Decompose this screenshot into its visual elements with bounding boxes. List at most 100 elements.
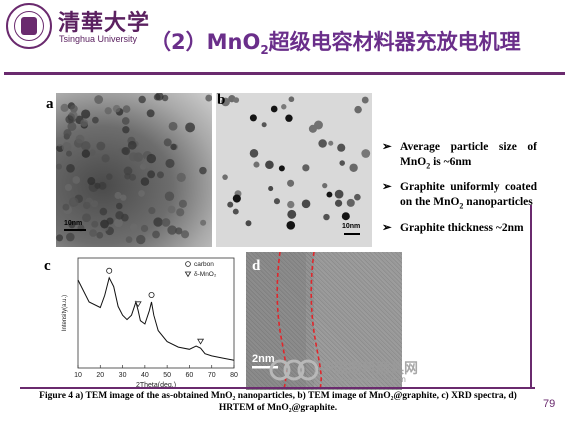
nanoparticle (155, 92, 164, 101)
nanoparticle (56, 234, 64, 242)
nanoparticle (121, 147, 129, 155)
nanoparticle (129, 223, 138, 232)
carbon-peak-marker (106, 267, 113, 274)
particle (354, 193, 361, 201)
nanoparticle (63, 129, 72, 138)
nanoparticle (64, 183, 73, 192)
particle (302, 164, 310, 172)
nanoparticle (82, 213, 91, 223)
particle (361, 96, 369, 104)
panel-label-a: a (46, 96, 54, 112)
mno2-peak-marker (197, 338, 205, 345)
nanoparticle (153, 217, 163, 227)
nanoparticle (178, 199, 187, 208)
bullet-subscript: 2 (426, 161, 431, 171)
bullet-tail: is ~6nm (430, 156, 472, 168)
logo-english-name: Tsinghua University (59, 34, 138, 44)
particle (354, 105, 362, 114)
nanoparticle (68, 221, 76, 229)
particle (249, 149, 259, 158)
particle (287, 179, 295, 187)
nanoparticle (99, 207, 108, 216)
particle (339, 160, 345, 166)
scale-label-b: 10nm (342, 223, 361, 230)
bullet-arrow-icon: ➢ (382, 221, 392, 234)
nanoparticle (91, 220, 99, 228)
university-seal-logo (6, 3, 52, 49)
watermark-logo: 中国磨料磨具网 www.abrasives.org.cn (268, 356, 438, 386)
nanoparticle (56, 163, 63, 170)
particle (349, 163, 358, 172)
nanoparticle (67, 122, 77, 131)
nanoparticle (121, 117, 130, 125)
xrd-series-line (77, 276, 235, 361)
bullet-arrow-icon: ➢ (382, 181, 392, 194)
particle (286, 220, 296, 230)
nanoparticle (66, 232, 75, 242)
nanoparticle (138, 95, 146, 104)
nanoparticle (89, 229, 97, 237)
nanoparticle (81, 109, 91, 119)
particle (334, 199, 343, 207)
hrtem-overlay (246, 251, 402, 391)
particle (270, 105, 278, 113)
scale-label-d: 2nm (252, 353, 275, 365)
nanoparticle (175, 227, 183, 235)
nanoparticle (125, 236, 133, 243)
nanoparticle (164, 191, 175, 201)
particle (322, 182, 328, 189)
scale-label-a: 10nm (64, 220, 83, 227)
nanoparticle (148, 207, 156, 215)
nanoparticle (60, 103, 69, 112)
xrd-chart: 10 20 30 40 50 60 70 80 2Theta(deg.) Intensity(a.… (62, 257, 238, 389)
nanoparticle (136, 234, 146, 245)
nanoparticle (92, 116, 99, 124)
x-tick-label: 10 (74, 372, 82, 379)
nanoparticle (127, 140, 137, 150)
nanoparticle (61, 142, 72, 152)
particle (287, 209, 297, 219)
nanoparticle (54, 137, 64, 147)
bullet-item: ➢ Average particle size of MnO2 is ~6nm (382, 140, 537, 173)
nanoparticle (75, 134, 85, 144)
bullet-item: ➢ Graphite uniformly coated on the MnO2 … (382, 180, 537, 213)
hrtem-image-panel-d: 2nm (246, 251, 402, 391)
particle (261, 122, 267, 128)
x-tick-label: 40 (141, 372, 149, 379)
nanoparticle (165, 158, 175, 168)
nanoparticle (146, 153, 157, 164)
nanoparticle (140, 224, 149, 233)
logo-chinese-name: 清華大学 (58, 10, 151, 36)
panel-label-c: c (44, 258, 51, 274)
nanoparticle (138, 190, 145, 197)
nanoparticle (98, 181, 107, 190)
nanoparticle (96, 141, 106, 151)
x-tick-label: 70 (208, 372, 216, 379)
nanoparticle (199, 166, 207, 175)
x-tick-label: 80 (230, 372, 238, 379)
nanoparticle (168, 121, 178, 131)
seal-inner-ring (14, 11, 44, 41)
particle (233, 97, 240, 103)
particle (232, 194, 241, 203)
right-vertical-rule (530, 205, 532, 387)
dispersed-particles (221, 95, 371, 230)
nanoparticle-cluster (54, 92, 213, 245)
nanoparticle (68, 197, 79, 207)
x-axis-label: 2Theta(deg.) (136, 382, 176, 389)
bullet-tail: nanoparticles (463, 196, 533, 209)
header-divider (4, 72, 565, 75)
nanoparticle (106, 217, 114, 225)
title-subscript: 2 (260, 43, 269, 58)
watermark-text: 中国磨料磨具网 (320, 361, 418, 377)
nanoparticle (140, 177, 150, 186)
slide-title: （2）MnO2超级电容材料器充放电机理 (150, 26, 521, 57)
bullet-text: Graphite thickness ~2nm (400, 221, 524, 234)
seal-core (21, 17, 37, 35)
carbon-peak-marker (148, 292, 155, 299)
particle (265, 160, 274, 170)
nanoparticle (122, 105, 131, 113)
figure-caption: Figure 4 a) TEM image of the as-obtained… (39, 391, 517, 413)
nanoparticle (72, 176, 81, 184)
